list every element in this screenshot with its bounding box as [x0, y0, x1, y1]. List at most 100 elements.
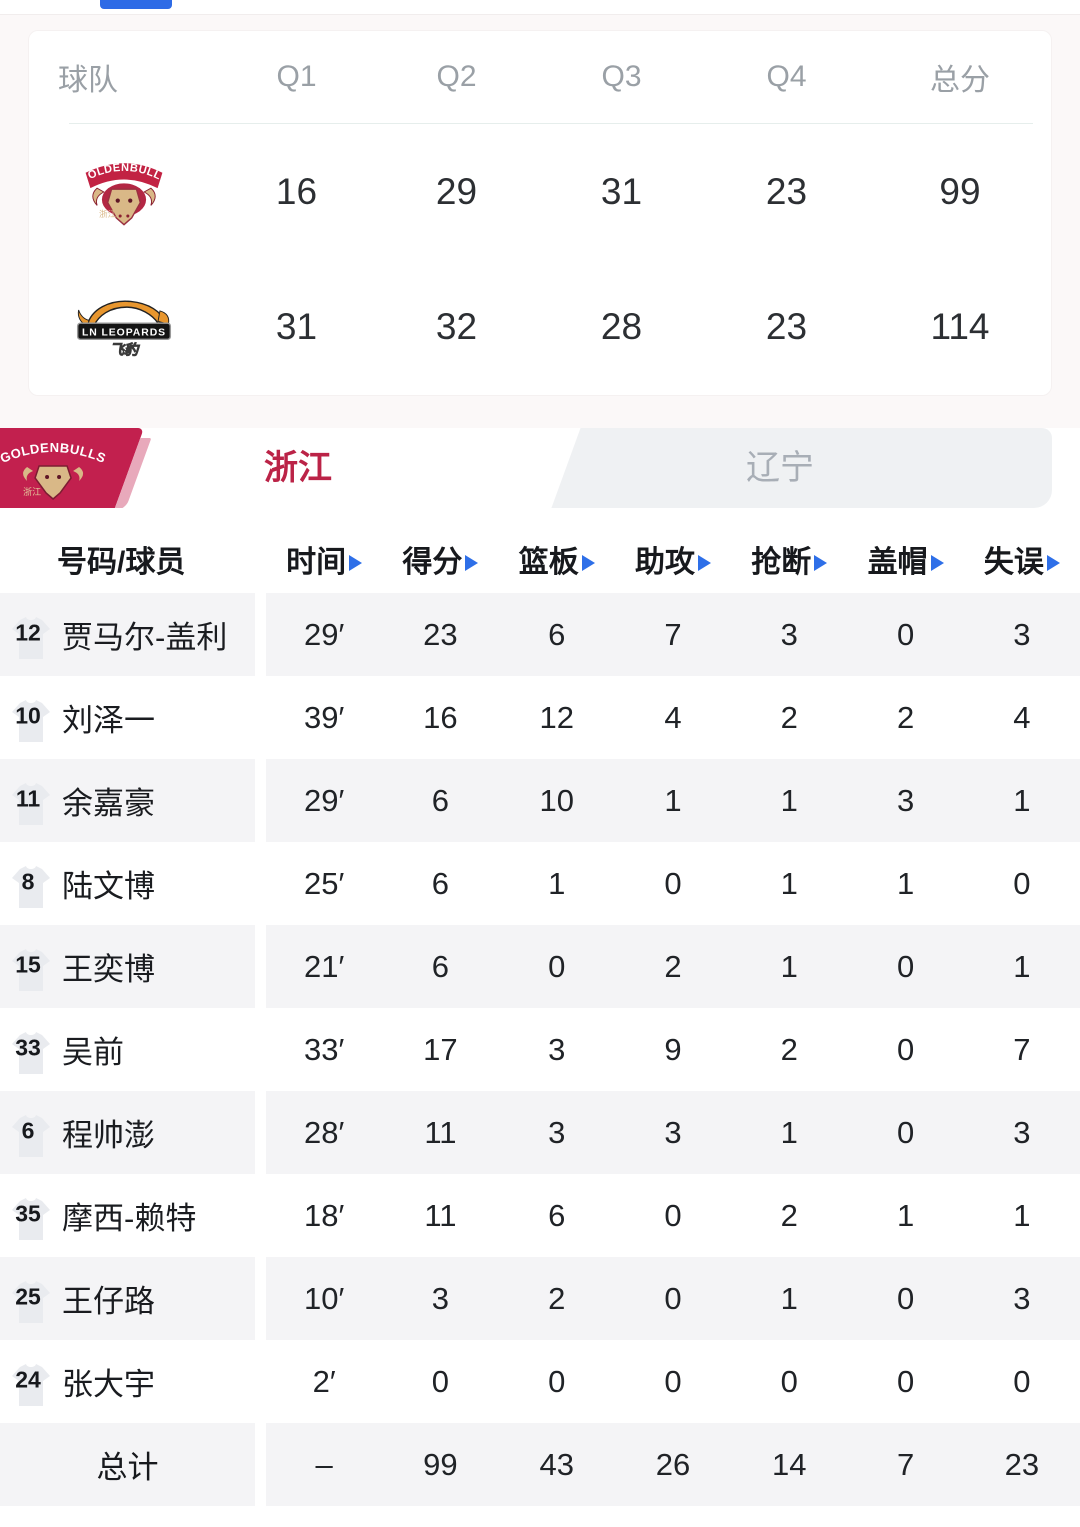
player-stats-table: 号码/球员 时间 得分 篮板 助攻 抢断 盖帽 失误 12 贾马尔-盖利 29′…: [0, 508, 1080, 1527]
player-row[interactable]: 11 余嘉豪 29′ 6 10 1 1 3 1: [0, 759, 1080, 842]
jersey-icon: [12, 700, 50, 742]
player-row[interactable]: 15 王奕博 21′ 6 0 2 1 0 1: [0, 925, 1080, 1008]
player-row[interactable]: 8 陆文博 25′ 6 1 0 1 1 0: [0, 842, 1080, 925]
player-number: 15: [15, 950, 41, 977]
score-header-total: 总分: [930, 64, 990, 97]
jersey-icon: [12, 1198, 50, 1240]
stat-assists: 2: [664, 948, 682, 984]
ln-total: 114: [930, 305, 990, 347]
stat-steals: 3: [780, 616, 798, 652]
ln-q2: 32: [435, 305, 478, 347]
player-row[interactable]: 12 贾马尔-盖利 29′ 23 6 7 3 0 3: [0, 593, 1080, 676]
sort-arrow-icon: [581, 555, 595, 571]
player-row[interactable]: 10 刘泽一 39′ 16 12 4 2 2 4: [0, 676, 1080, 759]
svg-text:浙江: 浙江: [99, 207, 117, 218]
team-badge: GOLDENBULLS 浙江: [0, 428, 144, 508]
stat-rebounds: 3: [548, 1114, 566, 1150]
tab-zhejiang[interactable]: 浙江: [264, 449, 332, 487]
stat-blocks: 0: [896, 1363, 915, 1399]
col-header-blocks[interactable]: 盖帽: [847, 537, 963, 581]
player-row[interactable]: 33 吴前 33′ 17 3 9 2 0 7: [0, 1008, 1080, 1091]
stat-rebounds: 6: [548, 616, 566, 652]
stat-rebounds: 0: [548, 948, 566, 984]
stat-time: 21′: [303, 948, 345, 984]
team-tab-bar: GOLDENBULLS 浙江 浙江 辽宁: [0, 428, 1080, 508]
stat-turnovers: 1: [1013, 1197, 1031, 1233]
stat-steals: 1: [780, 865, 798, 901]
stat-points: 6: [431, 865, 450, 901]
jersey-icon: [12, 1115, 50, 1157]
player-rows: 12 贾马尔-盖利 29′ 23 6 7 3 0 3 10 刘泽一 3: [0, 593, 1080, 1423]
stat-points: 11: [424, 1197, 457, 1233]
player-number: 25: [15, 1282, 41, 1309]
score-header-row: 球队 Q1 Q2 Q3 Q4 总分: [29, 31, 1051, 123]
totals-label: 总计: [96, 1450, 159, 1485]
svg-text:飞豹: 飞豹: [110, 341, 140, 358]
stat-turnovers: 0: [1013, 865, 1031, 901]
stat-steals: 2: [780, 699, 798, 735]
ln-q3: 28: [600, 305, 643, 347]
stat-turnovers: 4: [1013, 699, 1031, 735]
stat-steals: 2: [780, 1197, 798, 1233]
stat-rebounds: 0: [548, 1363, 566, 1399]
stat-blocks: 0: [896, 1031, 915, 1067]
score-row-zhejiang: GOLDENBULLS 浙江 16 29 31 23 99: [29, 124, 1051, 259]
jersey-icon: [12, 1281, 50, 1323]
stat-assists: 1: [664, 782, 682, 818]
stat-steals: 1: [780, 948, 798, 984]
col-header-turnovers[interactable]: 失误: [964, 537, 1080, 581]
player-row[interactable]: 24 张大宇 2′ 0 0 0 0 0 0: [0, 1340, 1080, 1423]
score-header-team: 球队: [58, 64, 118, 97]
stat-time: 29′: [303, 782, 345, 818]
player-name-cell: 11 余嘉豪: [0, 759, 255, 842]
sort-arrow-icon: [814, 555, 828, 571]
player-number: 6: [21, 1116, 35, 1143]
stat-rebounds: 3: [548, 1031, 566, 1067]
total-rebounds: 43: [539, 1446, 574, 1482]
active-tab-indicator: [100, 0, 172, 9]
tab-liaoning[interactable]: [546, 428, 1052, 508]
stat-time: 10′: [303, 1280, 345, 1316]
player-number: 8: [21, 867, 35, 894]
stat-blocks: 1: [896, 865, 915, 901]
stat-rebounds: 2: [548, 1280, 566, 1316]
score-header-q3: Q3: [601, 60, 642, 93]
stat-assists: 9: [664, 1031, 682, 1067]
svg-text:LN LEOPARDS: LN LEOPARDS: [82, 327, 166, 338]
player-name: 摩西-赖特: [62, 1201, 197, 1236]
stat-time: 33′: [303, 1031, 345, 1067]
stat-blocks: 0: [896, 616, 915, 652]
player-number: 10: [15, 701, 41, 728]
col-header-assists[interactable]: 助攻: [615, 537, 731, 581]
col-header-rebounds[interactable]: 篮板: [499, 537, 615, 581]
total-points: 99: [423, 1446, 458, 1482]
jersey-icon: [12, 783, 50, 825]
stat-time: 25′: [303, 865, 345, 901]
stat-points: 3: [431, 1280, 450, 1316]
player-name: 吴前: [62, 1035, 124, 1070]
stat-assists: 7: [664, 616, 682, 652]
player-name-cell: 25 王仔路: [0, 1257, 255, 1340]
ln-leopards-logo-icon: LN LEOPARDS 飞豹: [76, 300, 172, 358]
score-row-liaoning: LN LEOPARDS 飞豹 31 32 28 23 114: [29, 259, 1051, 394]
badge-goldenbulls-logo-icon: GOLDENBULLS 浙江: [0, 440, 108, 500]
score-header-q2: Q2: [436, 60, 477, 93]
player-row[interactable]: 6 程帅澎 28′ 11 3 3 1 0 3: [0, 1091, 1080, 1174]
jersey-icon: [12, 949, 50, 991]
player-row[interactable]: 35 摩西-赖特 18′ 11 6 0 2 1 1: [0, 1174, 1080, 1257]
stat-blocks: 0: [896, 1280, 915, 1316]
stat-assists: 0: [664, 1363, 682, 1399]
tab-liaoning-label[interactable]: 辽宁: [746, 449, 814, 487]
col-header-points[interactable]: 得分: [382, 537, 498, 581]
stat-turnovers: 3: [1013, 1280, 1031, 1316]
stat-turnovers: 1: [1013, 948, 1031, 984]
player-number: 11: [15, 784, 41, 811]
col-header-time[interactable]: 时间: [266, 537, 382, 581]
stat-assists: 0: [664, 1197, 682, 1233]
col-header-steals[interactable]: 抢断: [731, 537, 847, 581]
player-row[interactable]: 25 王仔路 10′ 3 2 0 1 0 3: [0, 1257, 1080, 1340]
total-time: –: [315, 1446, 333, 1482]
stat-points: 16: [423, 699, 458, 735]
sort-arrow-icon: [349, 555, 363, 571]
zj-total: 99: [939, 170, 981, 212]
